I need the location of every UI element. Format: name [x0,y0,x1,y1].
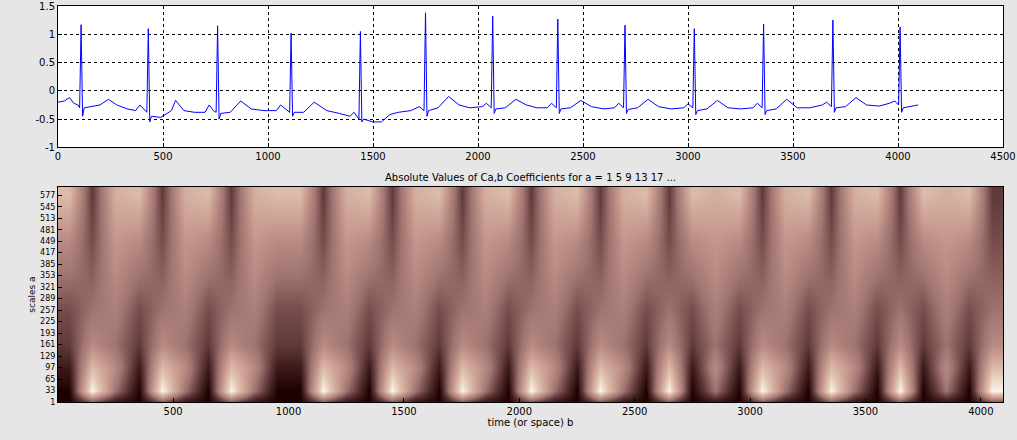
svg-text:321: 321 [40,283,55,292]
svg-text:97: 97 [45,363,55,372]
svg-text:500: 500 [153,151,172,162]
svg-text:1: 1 [50,398,55,407]
svg-text:3500: 3500 [853,406,878,417]
svg-text:3000: 3000 [675,151,700,162]
svg-text:577: 577 [40,191,55,200]
svg-text:-0.5: -0.5 [35,114,55,125]
svg-text:385: 385 [40,260,55,269]
svg-text:1500: 1500 [360,151,385,162]
svg-text:4000: 4000 [968,406,993,417]
svg-text:0: 0 [49,85,55,96]
svg-text:0: 0 [55,151,61,162]
svg-text:353: 353 [40,271,55,280]
svg-text:500: 500 [164,406,183,417]
svg-text:225: 225 [40,317,55,326]
svg-text:161: 161 [40,340,55,349]
svg-text:3000: 3000 [737,406,762,417]
svg-text:3500: 3500 [780,151,805,162]
svg-text:time (or space) b: time (or space) b [488,417,574,428]
svg-text:-1: -1 [45,142,55,153]
svg-text:417: 417 [40,248,55,257]
svg-text:1000: 1000 [255,151,280,162]
svg-text:scales a: scales a [27,276,37,312]
svg-text:65: 65 [45,375,55,384]
svg-text:0.5: 0.5 [39,57,55,68]
svg-text:1.5: 1.5 [39,1,55,12]
svg-text:289: 289 [40,294,55,303]
svg-text:1: 1 [49,29,55,40]
svg-text:2000: 2000 [465,151,490,162]
svg-text:1000: 1000 [276,406,301,417]
svg-text:4500: 4500 [990,151,1015,162]
svg-text:449: 449 [40,237,55,246]
svg-text:2500: 2500 [622,406,647,417]
svg-text:513: 513 [40,214,55,223]
svg-text:1500: 1500 [391,406,416,417]
svg-text:129: 129 [40,352,55,361]
svg-text:545: 545 [40,203,55,212]
svg-text:193: 193 [40,329,55,338]
svg-text:33: 33 [45,386,55,395]
svg-text:257: 257 [40,306,55,315]
svg-text:2000: 2000 [507,406,532,417]
svg-text:4000: 4000 [885,151,910,162]
svg-text:481: 481 [40,225,55,234]
svg-text:Absolute Values of Ca,b Coeffi: Absolute Values of Ca,b Coefficients for… [385,172,676,183]
svg-text:2500: 2500 [570,151,595,162]
